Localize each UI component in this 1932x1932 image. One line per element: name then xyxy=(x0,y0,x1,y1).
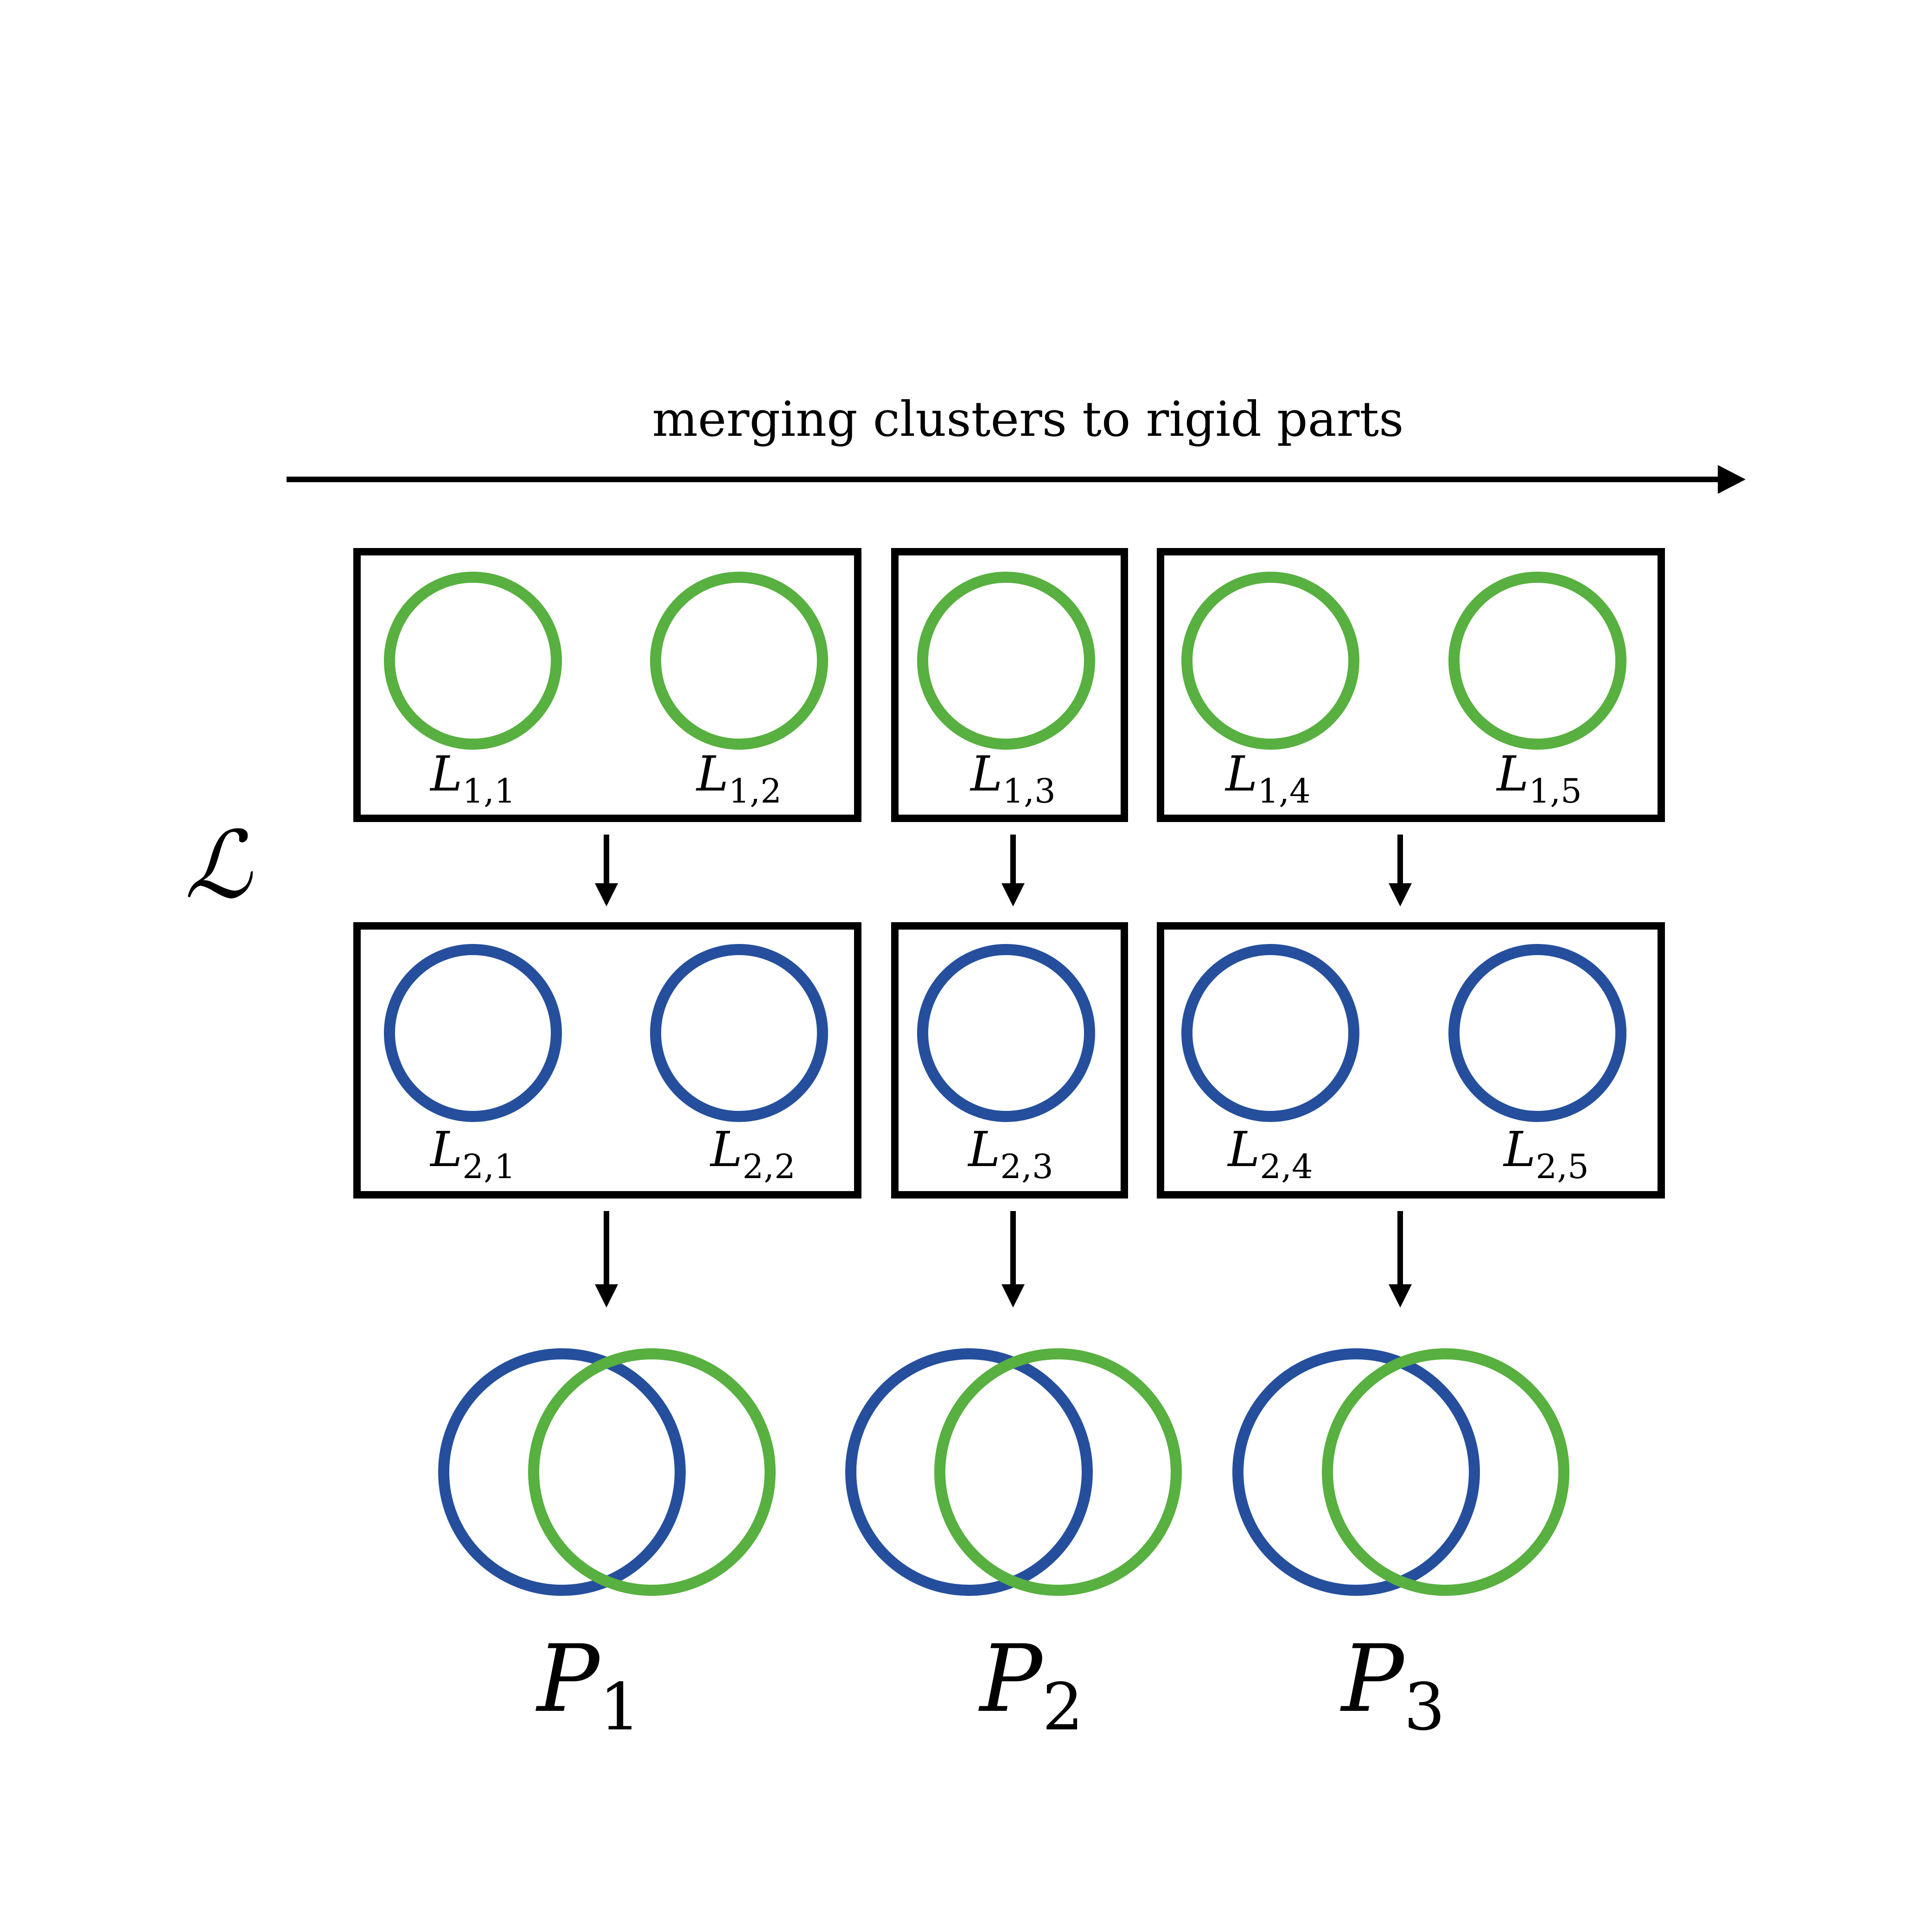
level1-box-3 xyxy=(1157,548,1665,822)
cluster-label: L2,5 xyxy=(1503,1121,1589,1186)
cluster-label: L1,3 xyxy=(969,746,1056,810)
group-2: L1,3 L2,3 P2 xyxy=(845,548,1182,1745)
part-label: P3 xyxy=(1339,1625,1445,1745)
part-circle-blue xyxy=(438,1348,686,1596)
cluster-label: L2,4 xyxy=(1227,1121,1313,1186)
cluster-label: L1,4 xyxy=(1224,746,1311,810)
level2-box-3 xyxy=(1157,922,1665,1199)
group-3: L1,4 L1,5 L2,4 L2,5 P3 xyxy=(1157,548,1665,1745)
down-arrow-head xyxy=(595,883,618,906)
cluster-label: L2,2 xyxy=(709,1121,796,1186)
cluster-circle xyxy=(1181,572,1359,750)
part-circle-green xyxy=(934,1348,1182,1596)
part-label: P1 xyxy=(535,1625,641,1745)
cluster-circle xyxy=(1448,944,1626,1122)
cluster-circle xyxy=(650,944,828,1122)
cluster-label: L2,3 xyxy=(967,1121,1053,1186)
part-circle-blue xyxy=(845,1348,1093,1596)
down-arrow-head xyxy=(1001,883,1025,906)
cluster-label: L1,1 xyxy=(429,746,516,810)
part-circle-green xyxy=(1322,1348,1569,1596)
level2-box-2 xyxy=(891,922,1128,1199)
cluster-circle xyxy=(1448,572,1626,750)
level2-box-1 xyxy=(353,922,861,1199)
group-1: L1,1 L1,2 L2,1 L2,2 P1 xyxy=(353,548,861,1745)
level1-box-2 xyxy=(891,548,1128,822)
caption: merging clusters to rigid parts xyxy=(652,391,1403,447)
set-symbol: ℒ xyxy=(185,811,253,919)
cluster-circle xyxy=(384,572,562,750)
cluster-circle xyxy=(1181,944,1359,1122)
part-circle-blue xyxy=(1232,1348,1480,1596)
cluster-circle xyxy=(384,944,562,1122)
cluster-label: L2,1 xyxy=(429,1121,516,1186)
cluster-label: L1,2 xyxy=(695,746,782,810)
cluster-label: L1,5 xyxy=(1496,746,1582,810)
down-arrow-head xyxy=(1001,1284,1025,1307)
cluster-circle xyxy=(650,572,828,750)
part-label: P2 xyxy=(978,1625,1084,1745)
cluster-circle xyxy=(917,572,1095,750)
flow-arrow-head xyxy=(1718,465,1746,494)
down-arrow-head xyxy=(1389,1284,1412,1307)
cluster-circle xyxy=(917,944,1095,1122)
down-arrow-head xyxy=(1389,883,1412,906)
down-arrow-head xyxy=(595,1284,618,1307)
part-circle-green xyxy=(528,1348,776,1596)
level1-box-1 xyxy=(353,548,861,822)
